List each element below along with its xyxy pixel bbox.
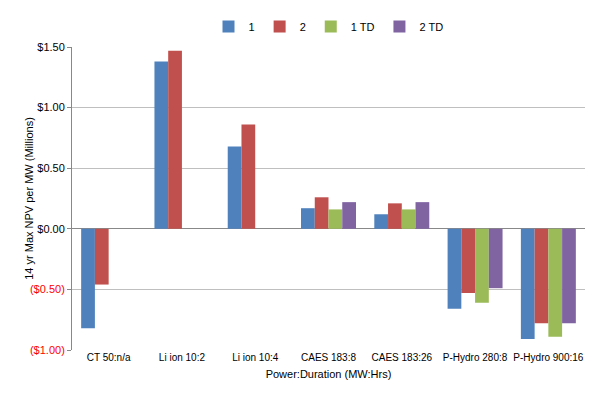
svg-text:Power:Duration (MW:Hrs): Power:Duration (MW:Hrs) — [266, 368, 392, 380]
svg-text:CAES 183:26: CAES 183:26 — [371, 352, 432, 363]
svg-text:($0.50): ($0.50) — [30, 283, 65, 295]
svg-text:$1.50: $1.50 — [37, 41, 65, 53]
svg-text:P-Hydro 280:8: P-Hydro 280:8 — [443, 352, 508, 363]
svg-text:2: 2 — [300, 21, 306, 33]
svg-text:CAES 183:8: CAES 183:8 — [301, 352, 356, 363]
svg-text:1 TD: 1 TD — [351, 21, 375, 33]
svg-text:Li ion 10:4: Li ion 10:4 — [232, 352, 279, 363]
svg-text:14 yr Max NPV per MW (Millions: 14 yr Max NPV per MW (Millions) — [23, 117, 35, 280]
svg-text:1: 1 — [249, 21, 255, 33]
svg-text:2 TD: 2 TD — [419, 21, 443, 33]
svg-text:$1.00: $1.00 — [37, 101, 65, 113]
svg-text:($1.00): ($1.00) — [30, 344, 65, 356]
svg-text:P-Hydro 900:16: P-Hydro 900:16 — [513, 352, 583, 363]
svg-text:$0.50: $0.50 — [37, 162, 65, 174]
svg-text:Li ion 10:2: Li ion 10:2 — [159, 352, 206, 363]
svg-text:$0.00: $0.00 — [37, 223, 65, 235]
svg-text:CT 50:n/a: CT 50:n/a — [87, 352, 131, 363]
